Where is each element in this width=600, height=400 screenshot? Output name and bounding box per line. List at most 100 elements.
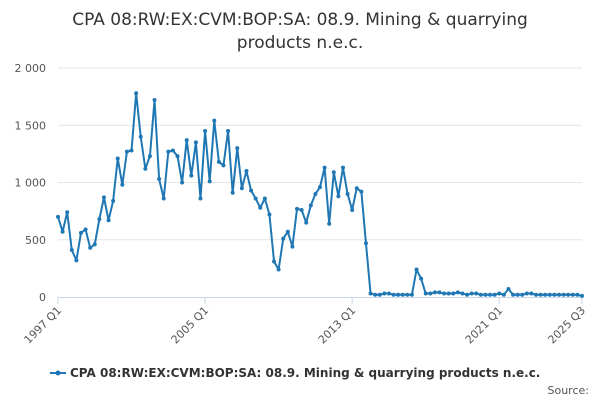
data-point[interactable]	[455, 290, 460, 295]
data-point[interactable]	[299, 207, 304, 212]
data-point[interactable]	[478, 292, 483, 297]
data-point[interactable]	[78, 230, 83, 235]
data-point[interactable]	[221, 163, 226, 168]
data-point[interactable]	[327, 221, 332, 226]
data-point[interactable]	[474, 291, 479, 296]
data-point[interactable]	[69, 248, 74, 253]
data-point[interactable]	[285, 229, 290, 234]
data-point[interactable]	[295, 206, 300, 211]
data-point[interactable]	[538, 292, 543, 297]
data-point[interactable]	[446, 291, 451, 296]
data-point[interactable]	[235, 146, 240, 151]
data-point[interactable]	[308, 203, 313, 208]
data-point[interactable]	[515, 292, 520, 297]
data-point[interactable]	[483, 292, 488, 297]
data-point[interactable]	[88, 245, 93, 250]
data-point[interactable]	[377, 292, 382, 297]
data-point[interactable]	[336, 194, 341, 199]
data-point[interactable]	[460, 291, 465, 296]
data-point[interactable]	[129, 148, 134, 153]
data-point[interactable]	[184, 138, 189, 143]
data-point[interactable]	[414, 267, 419, 272]
data-point[interactable]	[432, 290, 437, 295]
data-point[interactable]	[157, 177, 162, 182]
data-point[interactable]	[97, 217, 102, 222]
data-point[interactable]	[363, 241, 368, 246]
data-point[interactable]	[239, 186, 244, 191]
data-point[interactable]	[575, 292, 580, 297]
data-point[interactable]	[134, 91, 139, 96]
data-point[interactable]	[198, 196, 203, 201]
data-point[interactable]	[272, 259, 277, 264]
data-point[interactable]	[409, 292, 414, 297]
data-point[interactable]	[524, 291, 529, 296]
data-point[interactable]	[437, 290, 442, 295]
data-point[interactable]	[212, 118, 217, 123]
data-point[interactable]	[111, 198, 116, 203]
data-point[interactable]	[304, 220, 309, 225]
data-point[interactable]	[74, 258, 79, 263]
data-point[interactable]	[120, 182, 125, 187]
data-point[interactable]	[580, 293, 584, 298]
data-point[interactable]	[267, 212, 272, 217]
data-point[interactable]	[138, 134, 143, 139]
data-point[interactable]	[170, 148, 175, 153]
data-point[interactable]	[331, 170, 336, 175]
data-point[interactable]	[570, 292, 575, 297]
data-point[interactable]	[101, 195, 106, 200]
data-point[interactable]	[345, 191, 350, 196]
data-point[interactable]	[405, 292, 410, 297]
data-point[interactable]	[386, 291, 391, 296]
data-point[interactable]	[230, 190, 235, 195]
data-point[interactable]	[543, 292, 548, 297]
data-point[interactable]	[529, 291, 534, 296]
data-point[interactable]	[244, 169, 249, 174]
data-point[interactable]	[258, 205, 263, 210]
data-point[interactable]	[354, 186, 359, 191]
data-point[interactable]	[506, 286, 511, 291]
data-point[interactable]	[281, 236, 286, 241]
data-point[interactable]	[423, 291, 428, 296]
data-point[interactable]	[566, 292, 571, 297]
data-point[interactable]	[143, 166, 148, 171]
data-point[interactable]	[511, 292, 516, 297]
data-point[interactable]	[290, 244, 295, 249]
data-point[interactable]	[400, 292, 405, 297]
data-point[interactable]	[249, 188, 254, 193]
data-point[interactable]	[419, 276, 424, 281]
data-point[interactable]	[175, 154, 180, 159]
data-point[interactable]	[166, 149, 171, 154]
data-point[interactable]	[124, 149, 129, 154]
data-point[interactable]	[318, 185, 322, 190]
data-point[interactable]	[469, 291, 474, 296]
data-point[interactable]	[60, 229, 65, 234]
legend[interactable]: CPA 08:RW:EX:CVM:BOP:SA: 08.9. Mining & …	[50, 366, 540, 380]
data-point[interactable]	[561, 292, 566, 297]
data-point[interactable]	[497, 291, 502, 296]
data-point[interactable]	[203, 128, 208, 133]
data-point[interactable]	[106, 218, 111, 223]
data-point[interactable]	[161, 196, 166, 201]
data-point[interactable]	[193, 140, 198, 145]
data-point[interactable]	[428, 291, 433, 296]
data-point[interactable]	[465, 292, 470, 297]
data-point[interactable]	[552, 292, 557, 297]
data-point[interactable]	[368, 291, 373, 296]
data-point[interactable]	[152, 98, 157, 103]
data-point[interactable]	[373, 292, 378, 297]
data-point[interactable]	[180, 180, 185, 185]
data-point[interactable]	[147, 154, 152, 159]
data-point[interactable]	[350, 207, 355, 212]
data-point[interactable]	[451, 291, 456, 296]
data-point[interactable]	[547, 292, 552, 297]
data-point[interactable]	[207, 179, 212, 184]
data-point[interactable]	[340, 165, 345, 170]
data-point[interactable]	[313, 191, 318, 196]
data-point[interactable]	[276, 267, 281, 272]
data-point[interactable]	[396, 292, 401, 297]
data-point[interactable]	[56, 214, 60, 219]
data-point[interactable]	[92, 242, 97, 247]
data-point[interactable]	[322, 165, 327, 170]
data-point[interactable]	[253, 196, 258, 201]
data-point[interactable]	[534, 292, 539, 297]
